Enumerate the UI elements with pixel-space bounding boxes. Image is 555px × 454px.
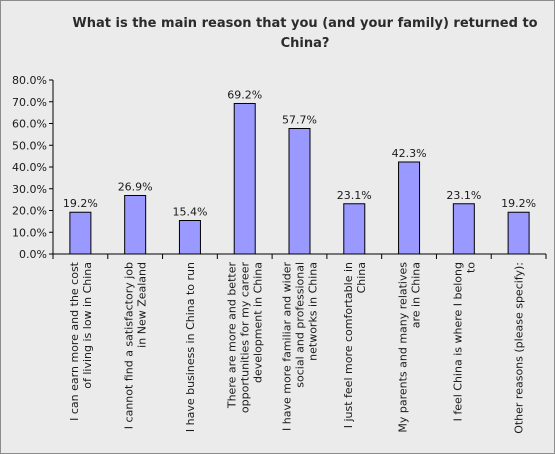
y-tick-label: 40.0% — [12, 161, 47, 174]
category-label-line: networks in China — [307, 262, 320, 361]
y-tick-label: 30.0% — [12, 183, 47, 196]
y-tick-label: 20.0% — [12, 205, 47, 218]
bar — [124, 194, 147, 255]
category-label: My parents and many relatives are in Chin… — [397, 262, 423, 433]
bar — [69, 211, 92, 255]
category-label: I can earn more and the cost of living is… — [68, 261, 94, 421]
category-label-line: in New Zealand — [136, 262, 149, 348]
category-label: There are more and better opportunities f… — [226, 262, 265, 414]
data-label: 57.7% — [282, 114, 317, 127]
category-label-line: Other reasons (please specify): — [513, 262, 526, 434]
category-label-line: development in China — [252, 262, 265, 383]
category-label-line: There are more and better — [226, 262, 239, 410]
y-tick-label: 0.0% — [19, 248, 47, 261]
category-label-line: to — [464, 262, 477, 273]
bar — [343, 203, 366, 255]
chart-bars — [69, 102, 530, 255]
category-label: I cannot find a satisfactory job in New Z… — [123, 262, 149, 429]
data-label: 15.4% — [172, 206, 207, 219]
category-label-line: I can earn more and the cost — [68, 261, 81, 421]
bar — [452, 203, 475, 255]
category-label-line: My parents and many relatives — [397, 262, 410, 433]
bar — [507, 211, 530, 255]
data-label: 69.2% — [227, 88, 262, 101]
data-label: 19.2% — [501, 197, 536, 210]
category-label-line: opportunities for my career — [239, 262, 252, 414]
bar — [288, 128, 311, 255]
category-label-line: I cannot find a satisfactory job — [123, 262, 136, 429]
chart-title: What is the main reason that you (and yo… — [60, 14, 550, 54]
chart-data-labels: 19.2% 26.9% 15.4% 69.2% 57.7% 23.1% 42.3% 23.1%… — [63, 88, 536, 218]
chart-title-line-1: What is the main reason that you (and yo… — [72, 16, 538, 31]
chart-title-line-2: China? — [280, 36, 330, 51]
category-label-line: I have more familiar and wider — [281, 262, 294, 431]
bar — [398, 161, 421, 255]
category-label: I have business in China to run — [184, 262, 197, 432]
data-label: 23.1% — [337, 189, 372, 202]
y-tick-label: 50.0% — [12, 139, 47, 152]
data-label: 42.3% — [392, 147, 427, 160]
category-label: I just feel more comfortable in China — [342, 262, 368, 428]
category-label: Other reasons (please specify): — [513, 262, 526, 434]
category-label-line: I have business in China to run — [184, 262, 197, 432]
y-tick-label: 10.0% — [12, 226, 47, 239]
data-label: 23.1% — [446, 189, 481, 202]
category-label-line: of living is low in China — [81, 262, 94, 389]
y-tick-label: 70.0% — [12, 96, 47, 109]
chart-axes: 0.0% 10.0% 20.0% 30.0% 40.0% 50.0% 60.0% 70.0% 8… — [12, 74, 547, 261]
category-label-line: I just feel more comfortable in — [342, 262, 355, 428]
bar — [233, 102, 256, 255]
y-tick-label: 60.0% — [12, 118, 47, 131]
data-label: 19.2% — [63, 197, 98, 210]
bar — [178, 220, 201, 255]
category-label: I feel China is where I belong to — [451, 262, 477, 422]
category-label-line: social and professional — [294, 262, 307, 388]
category-label-line: China — [355, 262, 368, 293]
category-label-line: I feel China is where I belong — [451, 262, 464, 421]
category-label: I have more familiar and wider social and… — [281, 262, 320, 431]
chart-category-labels: I can earn more and the cost of living is… — [68, 261, 526, 433]
y-tick-label: 80.0% — [12, 74, 47, 87]
category-label-line: are in China — [410, 262, 423, 328]
data-label: 26.9% — [118, 180, 153, 193]
